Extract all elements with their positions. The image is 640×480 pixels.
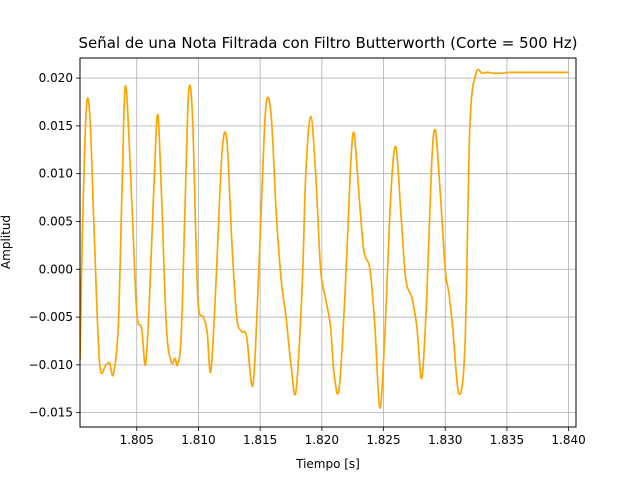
y-tick-label: 0.010 (39, 167, 73, 181)
x-tick-label: 1.835 (490, 433, 524, 447)
y-tick-label: −0.015 (29, 406, 73, 420)
chart-title: Señal de una Nota Filtrada con Filtro Bu… (79, 34, 578, 52)
x-tick-label: 1.825 (366, 433, 400, 447)
axes-frame (79, 57, 577, 428)
x-tick-label: 1.815 (243, 433, 277, 447)
y-tick-label: 0.000 (39, 262, 73, 276)
y-tick-label: −0.005 (29, 310, 73, 324)
x-tick-label: 1.810 (181, 433, 215, 447)
x-tick-label: 1.820 (305, 433, 339, 447)
y-tick-label: 0.005 (39, 214, 73, 228)
x-tick-label: 1.805 (120, 433, 154, 447)
y-tick-label: 0.015 (39, 119, 73, 133)
y-tick-label: −0.010 (29, 358, 73, 372)
x-tick-label: 1.840 (551, 433, 585, 447)
y-axis-label: Amplitud (0, 215, 13, 269)
ticks-layer: 1.805 1.810 1.815 1.820 1.825 1.830 1.835 1.840… (29, 71, 586, 447)
x-axis-label: Tiempo [s] (295, 457, 360, 471)
x-tick-label: 1.830 (428, 433, 462, 447)
plot-layer (80, 68, 569, 409)
signal-line (80, 68, 569, 409)
y-tick-label: 0.020 (39, 71, 73, 85)
grid-layer (80, 58, 576, 427)
